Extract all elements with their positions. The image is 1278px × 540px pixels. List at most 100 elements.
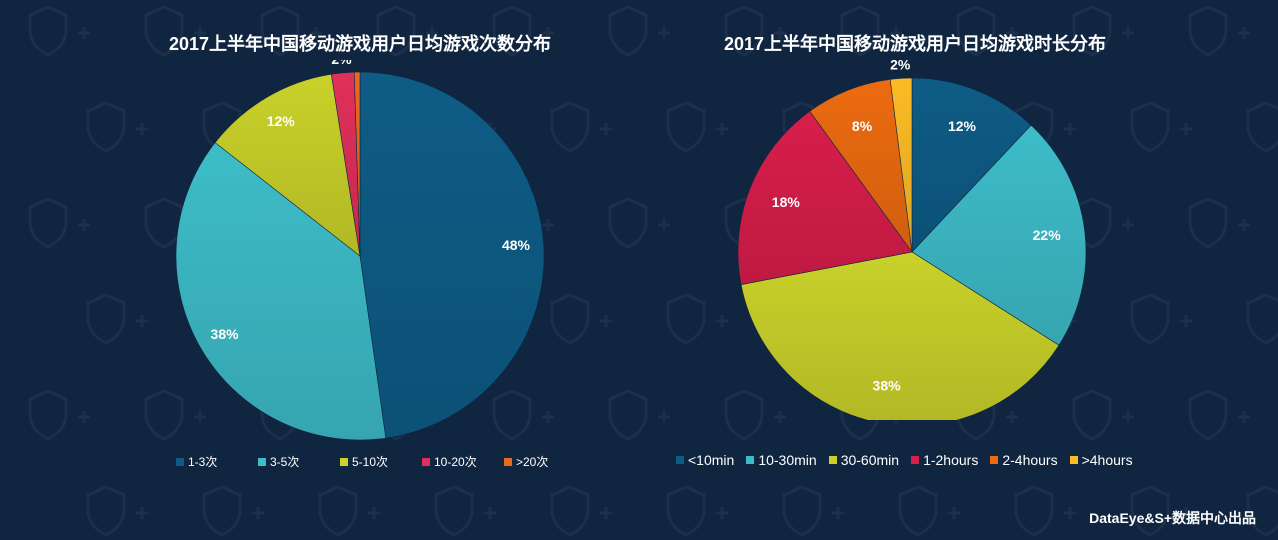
pie-label-10-20次: 2% (331, 60, 352, 67)
watermark-shield (86, 101, 126, 153)
watermark-shield (144, 389, 184, 441)
legend-item: 10-30min (746, 452, 817, 468)
watermark-shield (28, 5, 68, 57)
watermark-plus (194, 411, 206, 423)
legend-swatch (1069, 456, 1078, 464)
watermark-shield (1072, 389, 1112, 441)
pie-slice->4hours (889, 77, 913, 253)
watermark-plus (484, 507, 496, 519)
legend-item: >20次 (504, 453, 548, 470)
legend-label: 3-5次 (270, 455, 300, 469)
legend-swatch (746, 456, 755, 464)
watermark-shield (1246, 485, 1278, 537)
watermark-plus (542, 411, 554, 423)
pie-slice-30-60min (740, 251, 1060, 420)
watermark-shield (28, 197, 68, 249)
legend-label: 1-2hours (923, 452, 979, 468)
legend-label: 10-30min (758, 452, 817, 468)
legend-item: 1-2hours (911, 452, 978, 468)
watermark-shield (724, 5, 764, 57)
legend-label: 2-4hours (1002, 452, 1058, 468)
pie-slice-1-2hours (737, 110, 913, 285)
watermark-shield (666, 485, 706, 537)
watermark-plus (1006, 27, 1018, 39)
watermark-plus (1122, 411, 1134, 423)
watermark-plus (600, 123, 612, 135)
watermark-shield (376, 5, 416, 57)
watermark-shield (1188, 197, 1228, 249)
pie-chart-duration: 12% 22% 38% 18% 8% 2% (737, 60, 1087, 420)
watermark-plus (426, 27, 438, 39)
watermark-shield (492, 5, 532, 57)
watermark-plus (136, 315, 148, 327)
watermark-plus (136, 507, 148, 519)
watermark-shield (260, 5, 300, 57)
legend-frequency: 1-3次 3-5次 5-10次 10-20次 >20次 (176, 453, 548, 470)
pie-label-1-3次: 48% (502, 237, 531, 253)
legend-item: 10-20次 (422, 453, 504, 470)
legend-item: 2-4hours (990, 452, 1058, 468)
pie-label-<10min: 12% (948, 118, 977, 134)
watermark-plus (1064, 507, 1076, 519)
watermark-plus (194, 27, 206, 39)
pie-slice-10-30min (911, 124, 1087, 346)
pie-label-30-60min: 38% (873, 377, 902, 393)
legend-swatch (176, 457, 184, 466)
watermark-plus (78, 27, 90, 39)
legend-item: 1-3次 (176, 453, 258, 470)
legend-item: 5-10次 (340, 453, 422, 470)
watermark-shield (86, 485, 126, 537)
legend-label: 10-20次 (434, 455, 477, 469)
watermark-plus (658, 219, 670, 231)
watermark-shield (1130, 485, 1170, 537)
watermark-plus (1064, 123, 1076, 135)
pie-label-2-4hours: 8% (852, 118, 873, 134)
watermark-plus (136, 123, 148, 135)
pie-label-5-10次: 12% (267, 113, 296, 129)
pie-slice-<10min (911, 77, 1032, 253)
watermark-shield (28, 389, 68, 441)
watermark-shield (1072, 5, 1112, 57)
watermark-shield (86, 293, 126, 345)
watermark-plus (1122, 27, 1134, 39)
pie-slice->20次 (353, 71, 361, 257)
pie-label-1-2hours: 18% (772, 194, 801, 210)
pie-chart-frequency: 48% 38% 12% 2% (175, 60, 545, 441)
watermark-shield (1188, 389, 1228, 441)
watermark-shield (550, 293, 590, 345)
watermark-shield (318, 485, 358, 537)
watermark-plus (658, 27, 670, 39)
watermark-shield (1188, 5, 1228, 57)
chart-title-frequency: 2017上半年中国移动游戏用户日均游戏次数分布 (168, 34, 552, 54)
legend-swatch (911, 456, 920, 464)
legend-item: 30-60min (828, 452, 900, 468)
watermark-plus (1006, 411, 1018, 423)
watermark-shield (550, 485, 590, 537)
watermark-shield (782, 485, 822, 537)
watermark-shield (202, 485, 242, 537)
legend-swatch (340, 457, 348, 466)
watermark-plus (774, 27, 786, 39)
watermark-plus (658, 411, 670, 423)
watermark-plus (1122, 219, 1134, 231)
watermark-plus (716, 507, 728, 519)
legend-label: <10min (688, 452, 735, 468)
watermark-plus (716, 123, 728, 135)
legend-label: >20次 (516, 455, 549, 469)
legend-label: >4hours (1081, 452, 1133, 468)
watermark-plus (542, 219, 554, 231)
watermark-shield (956, 5, 996, 57)
watermark-shield (608, 5, 648, 57)
watermark-shield (1246, 101, 1278, 153)
watermark-plus (368, 507, 380, 519)
legend-swatch (990, 456, 999, 464)
watermark-shield (492, 389, 532, 441)
watermark-plus (310, 27, 322, 39)
watermark-plus (542, 27, 554, 39)
legend-label: 30-60min (840, 452, 900, 468)
footer-credit: DataEye&S+数据中心出品 (1089, 510, 1256, 526)
legend-swatch (828, 456, 837, 464)
legend-swatch (676, 456, 684, 464)
legend-item: >4hours (1069, 452, 1133, 468)
watermark-shield (1014, 485, 1054, 537)
